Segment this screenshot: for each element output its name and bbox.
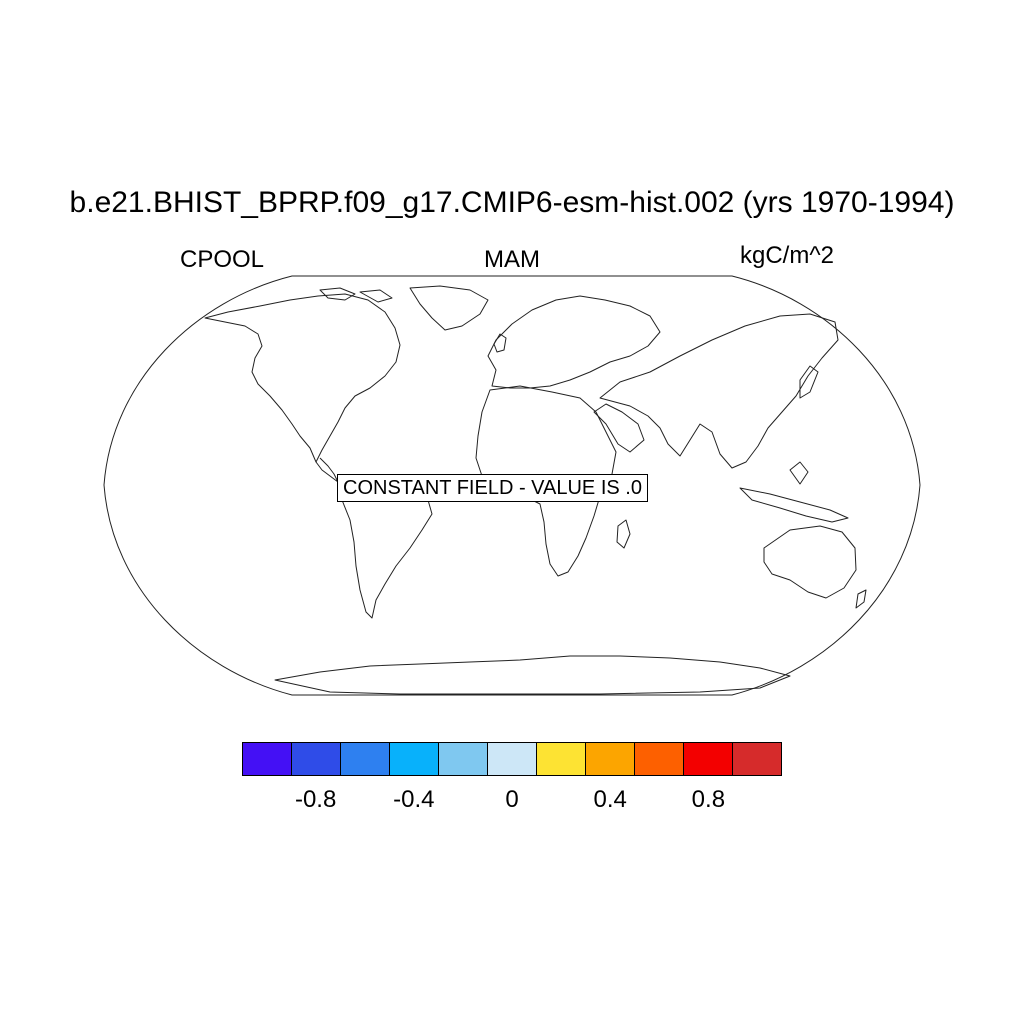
coast-north-america	[204, 293, 401, 463]
coast-japan	[799, 365, 819, 399]
colorbar-box	[733, 743, 781, 775]
coast-se-asia-islands	[739, 461, 849, 523]
coast-australia	[763, 525, 857, 599]
colorbar-tick-label: -0.8	[294, 786, 337, 813]
coast-new-zealand	[855, 589, 867, 609]
coast-greenland	[409, 285, 489, 331]
colorbar-box	[243, 743, 292, 775]
colorbar-tick-label: 0.4	[593, 786, 627, 813]
constant-field-message: CONSTANT FIELD - VALUE IS .0	[337, 474, 648, 502]
colorbar-box	[635, 743, 684, 775]
coastlines	[204, 285, 867, 695]
units-label: kgC/m^2	[740, 242, 834, 269]
colorbar-tick-label: 0	[505, 786, 519, 813]
colorbar-tick-label: -0.4	[393, 786, 435, 813]
colorbar	[242, 742, 782, 776]
plot-title: b.e21.BHIST_BPRP.f09_g17.CMIP6-esm-hist.…	[69, 186, 955, 219]
coast-arctic-islands	[319, 287, 393, 303]
colorbar-box	[586, 743, 635, 775]
colorbar-box	[488, 743, 537, 775]
colorbar-box	[341, 743, 390, 775]
variable-label: CPOOL	[180, 246, 265, 273]
coast-asia	[599, 313, 839, 469]
colorbar-box	[292, 743, 341, 775]
coast-arabia	[593, 403, 645, 453]
colorbar-box	[390, 743, 439, 775]
coast-antarctica	[274, 655, 791, 695]
coast-madagascar	[616, 519, 631, 549]
colorbar-box	[439, 743, 488, 775]
colorbar-tick-label: 0.8	[691, 786, 726, 813]
coast-british-isles	[493, 333, 507, 353]
colorbar-box	[684, 743, 733, 775]
colorbar-box	[537, 743, 586, 775]
season-label: MAM	[484, 246, 540, 273]
